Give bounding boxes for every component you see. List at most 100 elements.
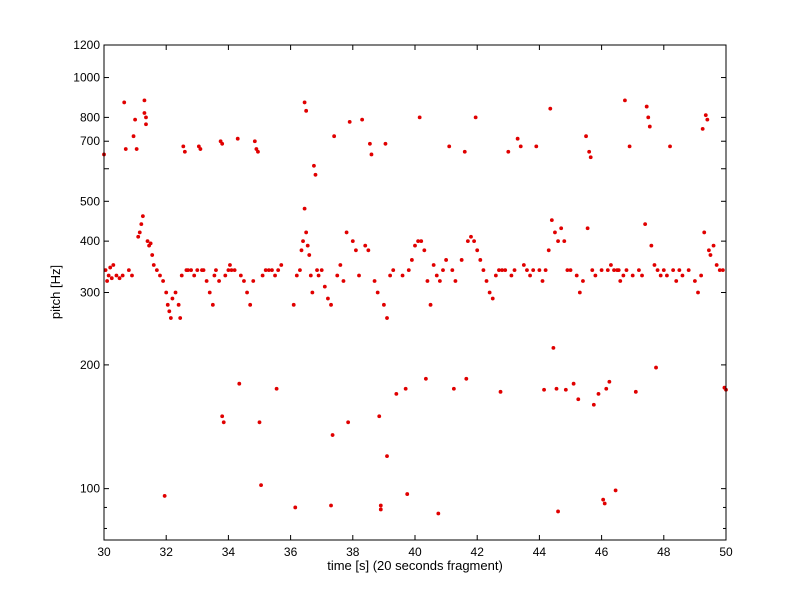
data-point xyxy=(394,392,399,396)
data-point xyxy=(220,141,225,146)
data-point xyxy=(228,263,232,267)
y-tick-label: 1000 xyxy=(73,71,100,85)
data-point xyxy=(534,144,539,149)
data-point xyxy=(585,226,590,231)
data-point xyxy=(637,268,641,273)
data-point xyxy=(162,494,167,498)
data-point xyxy=(484,279,489,283)
data-point xyxy=(437,279,442,283)
data-point xyxy=(354,248,358,253)
data-point xyxy=(640,273,644,278)
data-point xyxy=(453,279,458,283)
data-point xyxy=(403,386,408,391)
data-point xyxy=(652,263,657,267)
data-point xyxy=(298,268,302,273)
data-point xyxy=(251,279,256,283)
data-point xyxy=(406,268,411,273)
data-point xyxy=(235,136,240,141)
data-point xyxy=(131,134,136,139)
data-point xyxy=(588,155,593,160)
data-point xyxy=(312,163,316,168)
data-point xyxy=(515,136,520,141)
data-point xyxy=(548,106,553,111)
data-point xyxy=(347,120,352,124)
data-point xyxy=(238,273,243,278)
data-point xyxy=(120,273,125,278)
data-point xyxy=(706,248,711,253)
data-point xyxy=(259,483,263,488)
data-point xyxy=(540,279,545,283)
data-point xyxy=(434,273,439,278)
data-point xyxy=(537,268,542,273)
data-point xyxy=(212,273,217,278)
data-point xyxy=(630,273,635,278)
data-point xyxy=(665,273,669,278)
y-axis-label: pitch [Hz] xyxy=(48,265,63,319)
data-point xyxy=(142,111,147,115)
data-point xyxy=(329,302,333,307)
data-point xyxy=(382,302,386,307)
data-point xyxy=(308,273,313,278)
data-point xyxy=(114,273,119,278)
data-point xyxy=(294,273,299,278)
data-point xyxy=(173,290,178,295)
data-point xyxy=(464,376,469,381)
data-point xyxy=(220,414,225,419)
y-tick-label: 1200 xyxy=(73,38,100,52)
data-point xyxy=(270,268,274,273)
data-point xyxy=(368,141,372,146)
data-point xyxy=(106,273,111,278)
data-point xyxy=(256,149,260,154)
y-tick-label: 100 xyxy=(80,482,100,496)
data-point xyxy=(506,149,511,154)
data-point xyxy=(252,139,257,144)
data-point xyxy=(409,258,414,262)
data-point xyxy=(661,268,666,273)
x-axis-label: time [s] (20 seconds fragment) xyxy=(327,558,503,573)
data-point xyxy=(346,420,351,425)
x-tick-label: 40 xyxy=(408,545,422,559)
data-point xyxy=(607,379,612,384)
data-point xyxy=(647,124,652,129)
x-tick-label: 30 xyxy=(97,545,111,559)
data-point xyxy=(204,279,209,283)
data-point xyxy=(322,284,327,289)
data-point xyxy=(207,290,212,295)
data-point xyxy=(293,505,298,510)
data-point xyxy=(123,147,128,151)
data-point xyxy=(383,141,388,146)
data-point xyxy=(556,509,560,514)
data-point xyxy=(416,239,421,244)
data-point xyxy=(714,263,719,267)
data-point xyxy=(577,290,582,295)
data-point xyxy=(326,296,330,301)
data-point xyxy=(518,144,523,149)
data-point xyxy=(705,117,710,122)
data-point xyxy=(623,98,627,103)
data-point xyxy=(176,302,181,307)
data-point xyxy=(223,273,228,278)
data-point xyxy=(596,392,601,396)
data-point xyxy=(543,268,548,273)
data-point xyxy=(260,273,265,278)
data-point xyxy=(599,268,604,273)
data-point xyxy=(627,144,632,149)
data-point xyxy=(378,507,383,512)
data-point xyxy=(291,302,296,307)
data-point xyxy=(139,222,144,227)
data-point xyxy=(179,273,184,278)
data-point xyxy=(459,258,464,262)
data-point xyxy=(616,268,621,273)
data-point xyxy=(134,147,139,151)
data-point xyxy=(198,147,203,151)
data-point xyxy=(431,263,436,267)
data-point xyxy=(140,214,145,219)
data-point xyxy=(165,302,170,307)
y-axis-ticks: 100 200 300 400 500 700 800 1000 1200 xyxy=(73,38,726,529)
data-point xyxy=(422,248,427,253)
data-point xyxy=(493,273,498,278)
data-point xyxy=(136,234,141,239)
data-point xyxy=(310,290,315,295)
